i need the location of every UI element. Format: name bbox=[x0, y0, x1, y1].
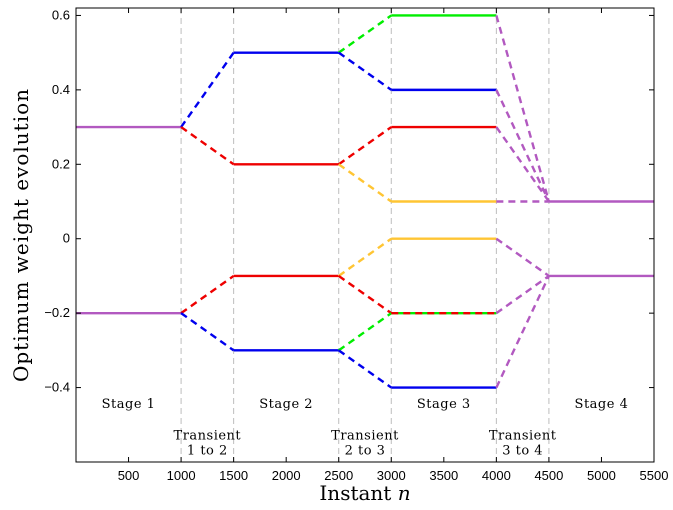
series-segment-blue bbox=[338, 349, 392, 389]
series-segment-purple bbox=[495, 15, 551, 202]
stage-annotation: Transient 2 to 3 bbox=[331, 429, 399, 459]
plot-frame bbox=[75, 7, 655, 463]
weight-series bbox=[76, 14, 654, 389]
series-segment-red bbox=[338, 126, 392, 166]
series-segment-purple bbox=[495, 237, 550, 277]
series-segment-purple bbox=[495, 89, 550, 203]
stage-annotation-line: 1 to 2 bbox=[187, 444, 228, 459]
x-axis-title: Instant n bbox=[319, 481, 410, 505]
x-tick-label: 4500 bbox=[534, 468, 563, 483]
series-segment-blue bbox=[338, 51, 392, 91]
stage-annotation-line: Stage 2 bbox=[259, 397, 313, 412]
x-tick-label: 3500 bbox=[429, 468, 458, 483]
stage-annotation: Stage 3 bbox=[417, 397, 471, 412]
series-segment-blue bbox=[180, 312, 235, 352]
x-axis-label-variable: n bbox=[398, 481, 411, 505]
stage-boundary-lines bbox=[180, 8, 550, 462]
series-segment-yellow bbox=[338, 163, 392, 203]
x-tick-label: 5500 bbox=[640, 468, 669, 483]
series-segment-yellow bbox=[338, 237, 392, 277]
x-tick-label: 500 bbox=[118, 468, 140, 483]
stage-annotation-line: Stage 1 bbox=[102, 397, 156, 412]
stage-annotation-line: Stage 3 bbox=[417, 397, 471, 412]
y-tick-label: 0 bbox=[63, 231, 70, 246]
series-segment-red bbox=[338, 274, 392, 315]
stage-annotation: Transient 3 to 4 bbox=[489, 429, 557, 459]
series-segment-green bbox=[338, 312, 392, 352]
stage-annotation: Stage 4 bbox=[575, 397, 629, 412]
y-axis-title: Optimum weight evolution bbox=[9, 88, 33, 382]
x-tick-label: 2000 bbox=[272, 468, 301, 483]
stage-annotation-line: Transient bbox=[489, 429, 557, 444]
x-tick-label: 4000 bbox=[482, 468, 511, 483]
stage-annotation-line: Transient bbox=[331, 429, 399, 444]
stage-annotation: Stage 2 bbox=[259, 397, 313, 412]
x-axis-label-text: Instant bbox=[319, 481, 391, 505]
x-tick-label: 2500 bbox=[324, 468, 353, 483]
series-segment-purple bbox=[495, 275, 550, 389]
series-segment-green bbox=[338, 14, 392, 54]
series-segment-red bbox=[180, 126, 235, 166]
y-tick-label: 0.2 bbox=[52, 156, 70, 171]
stage-annotation-line: 2 to 3 bbox=[345, 444, 386, 459]
y-tick-label: 0.4 bbox=[52, 82, 70, 97]
series-segment-red bbox=[180, 274, 235, 315]
series-segment-purple bbox=[495, 274, 550, 315]
y-tick-label: −0.2 bbox=[44, 305, 70, 320]
stage-annotation: Transient 1 to 2 bbox=[174, 429, 242, 459]
x-tick-label: 1000 bbox=[167, 468, 196, 483]
x-tick-label: 3000 bbox=[377, 468, 406, 483]
axis-ticks: 500 1000 1500 2000 2500 3000 3500 4000 4500 5000 5… bbox=[44, 7, 668, 483]
y-tick-label: −0.4 bbox=[44, 380, 70, 395]
y-tick-label: 0.6 bbox=[52, 7, 70, 22]
stage-annotation-line: Stage 4 bbox=[575, 397, 629, 412]
x-tick-label: 1500 bbox=[219, 468, 248, 483]
stage-annotation-line: 3 to 4 bbox=[502, 444, 543, 459]
x-tick-label: 5000 bbox=[587, 468, 616, 483]
stage-annotation: Stage 1 bbox=[102, 397, 156, 412]
series-segment-blue bbox=[180, 51, 235, 128]
stage-annotation-line: Transient bbox=[174, 429, 242, 444]
series-segment-purple bbox=[495, 126, 550, 203]
